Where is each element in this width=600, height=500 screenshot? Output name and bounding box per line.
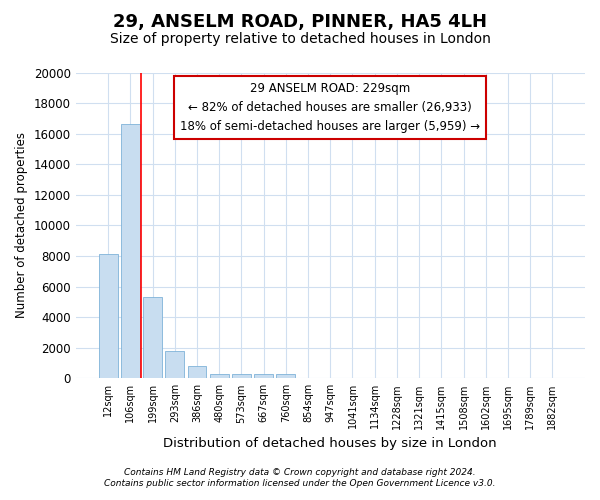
Bar (98, 254, 118, 378)
X-axis label: Distribution of detached houses by size in London: Distribution of detached houses by size … (163, 437, 497, 450)
Text: 29, ANSELM ROAD, PINNER, HA5 4LH: 29, ANSELM ROAD, PINNER, HA5 4LH (113, 12, 487, 30)
Y-axis label: Number of detached properties: Number of detached properties (15, 132, 28, 318)
Text: Contains HM Land Registry data © Crown copyright and database right 2024.
Contai: Contains HM Land Registry data © Crown c… (104, 468, 496, 487)
Bar (188, 366, 206, 378)
Bar (277, 374, 295, 378)
Bar (210, 374, 229, 378)
Bar (232, 374, 251, 378)
Bar (143, 298, 162, 378)
Bar (121, 124, 140, 378)
Text: 29 ANSELM ROAD: 229sqm
← 82% of detached houses are smaller (26,933)
18% of semi: 29 ANSELM ROAD: 229sqm ← 82% of detached… (180, 82, 481, 132)
Bar (166, 351, 184, 378)
Text: Size of property relative to detached houses in London: Size of property relative to detached ho… (110, 32, 490, 46)
Bar (254, 374, 273, 378)
